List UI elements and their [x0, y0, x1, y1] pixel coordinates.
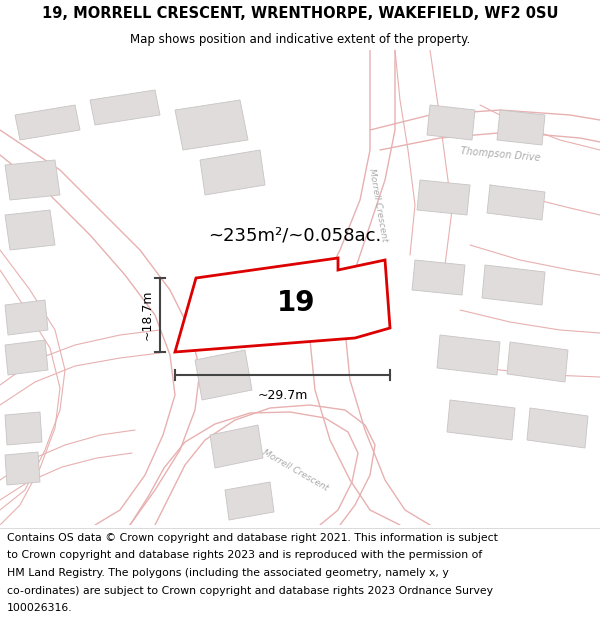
Polygon shape [417, 180, 470, 215]
Polygon shape [15, 105, 80, 140]
Polygon shape [90, 90, 160, 125]
Text: Contains OS data © Crown copyright and database right 2021. This information is : Contains OS data © Crown copyright and d… [7, 533, 498, 543]
Polygon shape [447, 400, 515, 440]
Text: Thompson Drive: Thompson Drive [460, 146, 541, 164]
Polygon shape [487, 185, 545, 220]
Polygon shape [482, 265, 545, 305]
Polygon shape [497, 110, 545, 145]
Polygon shape [507, 342, 568, 382]
Polygon shape [5, 300, 48, 335]
Text: 100026316.: 100026316. [7, 603, 73, 613]
Text: co-ordinates) are subject to Crown copyright and database rights 2023 Ordnance S: co-ordinates) are subject to Crown copyr… [7, 586, 493, 596]
Text: ~235m²/~0.058ac.: ~235m²/~0.058ac. [208, 226, 382, 244]
Polygon shape [5, 412, 42, 445]
Text: Morrell Crescent: Morrell Crescent [367, 168, 389, 242]
Text: Map shows position and indicative extent of the property.: Map shows position and indicative extent… [130, 32, 470, 46]
Text: 19: 19 [277, 289, 315, 317]
Text: 19, MORRELL CRESCENT, WRENTHORPE, WAKEFIELD, WF2 0SU: 19, MORRELL CRESCENT, WRENTHORPE, WAKEFI… [42, 6, 558, 21]
Text: ~18.7m: ~18.7m [141, 290, 154, 340]
Polygon shape [175, 100, 248, 150]
Polygon shape [5, 340, 48, 375]
Polygon shape [225, 482, 274, 520]
Polygon shape [5, 452, 40, 485]
Text: Morrell Crescent: Morrell Crescent [260, 448, 329, 493]
Polygon shape [437, 335, 500, 375]
Polygon shape [5, 210, 55, 250]
Polygon shape [527, 408, 588, 448]
Polygon shape [200, 150, 265, 195]
Polygon shape [195, 350, 252, 400]
Polygon shape [175, 258, 390, 352]
Text: ~29.7m: ~29.7m [257, 389, 308, 402]
Polygon shape [412, 260, 465, 295]
Polygon shape [427, 105, 475, 140]
Text: HM Land Registry. The polygons (including the associated geometry, namely x, y: HM Land Registry. The polygons (includin… [7, 568, 449, 578]
Polygon shape [210, 425, 263, 468]
Text: to Crown copyright and database rights 2023 and is reproduced with the permissio: to Crown copyright and database rights 2… [7, 551, 482, 561]
Polygon shape [5, 160, 60, 200]
